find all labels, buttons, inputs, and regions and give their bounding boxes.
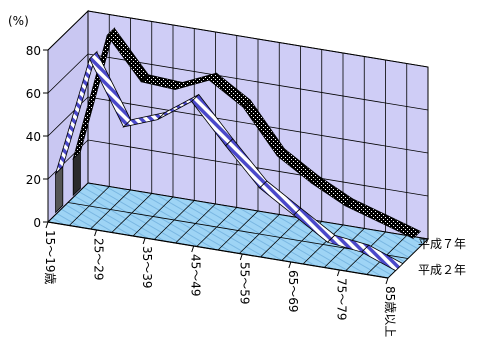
series-point xyxy=(378,214,422,239)
chart-ribbons xyxy=(54,26,422,272)
x-tick xyxy=(288,261,292,269)
series-point xyxy=(360,244,404,272)
x-tick-label: 85歳以上 xyxy=(383,286,397,337)
y-tick-label: 0 xyxy=(33,216,41,230)
x-tick xyxy=(45,221,49,229)
chart-labels: 0 20 40 60 80 (%) 15～19歳 25～29 35～39 45～49 55～59 65… xyxy=(8,14,466,337)
series-cap xyxy=(55,165,64,214)
chart-axes xyxy=(43,49,389,285)
x-tick xyxy=(385,277,389,285)
y-tick-label: 80 xyxy=(26,44,41,58)
x-tick xyxy=(191,245,195,253)
y-tick-label: 60 xyxy=(26,87,41,101)
series-h2 xyxy=(54,50,404,272)
x-tick xyxy=(94,229,98,237)
x-axis xyxy=(47,221,389,279)
x-tick-label: 35～39 xyxy=(140,246,154,289)
x-tick xyxy=(142,237,146,245)
x-tick-label: 75～79 xyxy=(334,278,348,321)
grid-hline xyxy=(47,96,429,154)
y-unit-label: (%) xyxy=(8,14,29,28)
x-tick xyxy=(336,269,340,277)
series-label: 平成７年 xyxy=(418,237,466,251)
y-tick-label: 40 xyxy=(26,130,41,144)
x-tick-label: 25～29 xyxy=(92,238,106,281)
grid-hline xyxy=(47,53,429,111)
grid-hline xyxy=(47,10,429,68)
series-cap xyxy=(72,150,81,197)
series-h7 xyxy=(72,26,422,239)
series-label: 平成２年 xyxy=(418,263,466,277)
x-tick-label: 45～49 xyxy=(189,254,203,297)
x-tick-label: 65～69 xyxy=(286,270,300,313)
y-tick-label: 20 xyxy=(26,173,41,187)
x-tick-label: 15～19歳 xyxy=(43,230,57,285)
x-tick-label: 55～59 xyxy=(237,262,251,305)
x-tick xyxy=(239,253,243,261)
